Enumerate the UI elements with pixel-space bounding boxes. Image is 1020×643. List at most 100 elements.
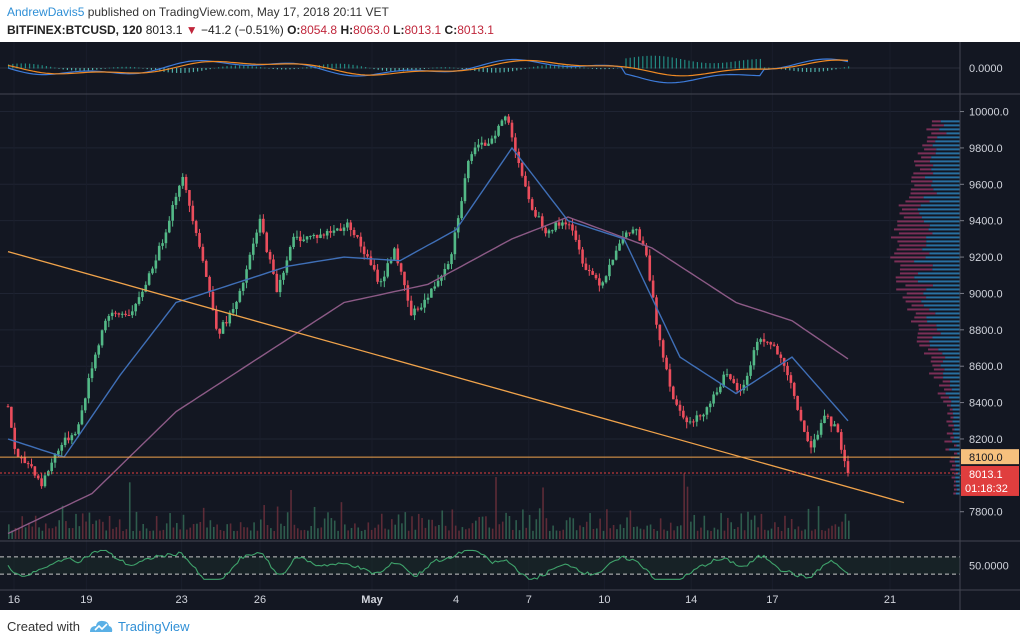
candle-body[interactable]	[658, 324, 662, 341]
candle-body[interactable]	[651, 280, 655, 298]
candle-body[interactable]	[299, 236, 302, 242]
candle-body[interactable]	[544, 227, 547, 234]
candle-body[interactable]	[403, 271, 406, 286]
candle-body[interactable]	[561, 222, 564, 226]
candle-body[interactable]	[755, 341, 759, 351]
candle-body[interactable]	[598, 278, 601, 286]
candle-body[interactable]	[225, 322, 228, 324]
candle-body[interactable]	[124, 313, 127, 315]
candle-body[interactable]	[319, 234, 322, 238]
candle-body[interactable]	[762, 339, 766, 342]
candle-body[interactable]	[80, 410, 84, 425]
candle-body[interactable]	[262, 218, 265, 233]
candle-body[interactable]	[668, 369, 672, 387]
candle-body[interactable]	[73, 433, 77, 436]
candle-body[interactable]	[426, 297, 430, 300]
candle-body[interactable]	[705, 407, 709, 415]
candle-body[interactable]	[584, 263, 588, 270]
candle-body[interactable]	[204, 260, 208, 277]
candlesticks[interactable]	[6, 114, 850, 489]
candle-body[interactable]	[554, 222, 557, 231]
candle-body[interactable]	[641, 240, 645, 246]
candle-body[interactable]	[433, 286, 437, 289]
candle-body[interactable]	[208, 276, 211, 292]
candle-body[interactable]	[26, 463, 30, 465]
candle-body[interactable]	[268, 251, 272, 260]
candle-body[interactable]	[416, 308, 420, 310]
candle-body[interactable]	[843, 449, 846, 462]
candle-body[interactable]	[251, 243, 255, 255]
candle-body[interactable]	[786, 365, 789, 376]
candle-body[interactable]	[645, 245, 648, 256]
candle-body[interactable]	[383, 276, 386, 282]
candle-body[interactable]	[846, 461, 850, 473]
candle-body[interactable]	[614, 250, 618, 260]
candle-body[interactable]	[799, 409, 803, 421]
candle-body[interactable]	[453, 232, 457, 255]
candle-body[interactable]	[13, 427, 17, 449]
candle-body[interactable]	[635, 229, 638, 231]
candle-body[interactable]	[309, 235, 312, 237]
candle-body[interactable]	[127, 314, 131, 316]
candle-body[interactable]	[564, 222, 568, 225]
candle-body[interactable]	[722, 374, 725, 387]
candle-body[interactable]	[104, 320, 107, 331]
candle-body[interactable]	[608, 264, 611, 277]
candle-body[interactable]	[305, 236, 309, 240]
candle-body[interactable]	[151, 268, 154, 274]
candle-body[interactable]	[33, 466, 37, 476]
candle-body[interactable]	[601, 282, 605, 286]
candle-body[interactable]	[245, 269, 248, 283]
candle-body[interactable]	[628, 232, 631, 234]
candle-body[interactable]	[16, 448, 20, 458]
candle-body[interactable]	[557, 222, 561, 226]
candle-body[interactable]	[621, 237, 625, 244]
candle-body[interactable]	[591, 271, 594, 275]
candle-body[interactable]	[346, 222, 349, 228]
candle-body[interactable]	[581, 249, 584, 264]
candle-body[interactable]	[325, 231, 329, 236]
candle-body[interactable]	[376, 269, 379, 282]
candle-body[interactable]	[178, 185, 181, 197]
candle-body[interactable]	[497, 125, 500, 136]
candle-body[interactable]	[70, 435, 74, 441]
candle-body[interactable]	[389, 259, 393, 264]
candle-body[interactable]	[735, 382, 739, 391]
candle-body[interactable]	[339, 228, 342, 231]
candle-body[interactable]	[803, 420, 806, 432]
candle-body[interactable]	[759, 339, 762, 342]
candle-body[interactable]	[675, 399, 678, 405]
candle-body[interactable]	[218, 328, 221, 334]
candle-body[interactable]	[117, 313, 121, 315]
candle-body[interactable]	[231, 309, 235, 313]
candle-body[interactable]	[577, 239, 581, 250]
candle-body[interactable]	[551, 230, 554, 232]
candle-body[interactable]	[766, 341, 769, 343]
candle-body[interactable]	[520, 163, 524, 176]
candle-body[interactable]	[776, 345, 779, 355]
candle-body[interactable]	[752, 350, 756, 366]
macd-pane[interactable]	[0, 55, 960, 84]
candle-body[interactable]	[665, 357, 668, 370]
candle-body[interactable]	[50, 462, 53, 472]
candle-body[interactable]	[144, 284, 148, 292]
candle-body[interactable]	[749, 365, 752, 376]
candle-body[interactable]	[624, 232, 628, 238]
candle-body[interactable]	[332, 230, 336, 233]
candle-body[interactable]	[107, 316, 111, 321]
candle-body[interactable]	[342, 227, 346, 231]
candle-body[interactable]	[302, 239, 305, 242]
candle-body[interactable]	[288, 247, 292, 261]
candle-body[interactable]	[745, 375, 749, 385]
candle-body[interactable]	[164, 232, 168, 244]
candle-body[interactable]	[594, 274, 598, 279]
candle-body[interactable]	[419, 307, 423, 310]
candle-body[interactable]	[362, 246, 366, 255]
candle-body[interactable]	[829, 416, 833, 427]
candle-body[interactable]	[839, 432, 843, 450]
candle-body[interactable]	[537, 216, 541, 218]
candle-body[interactable]	[493, 135, 497, 139]
candle-body[interactable]	[443, 269, 447, 277]
candle-body[interactable]	[167, 220, 171, 233]
candle-body[interactable]	[198, 232, 201, 247]
